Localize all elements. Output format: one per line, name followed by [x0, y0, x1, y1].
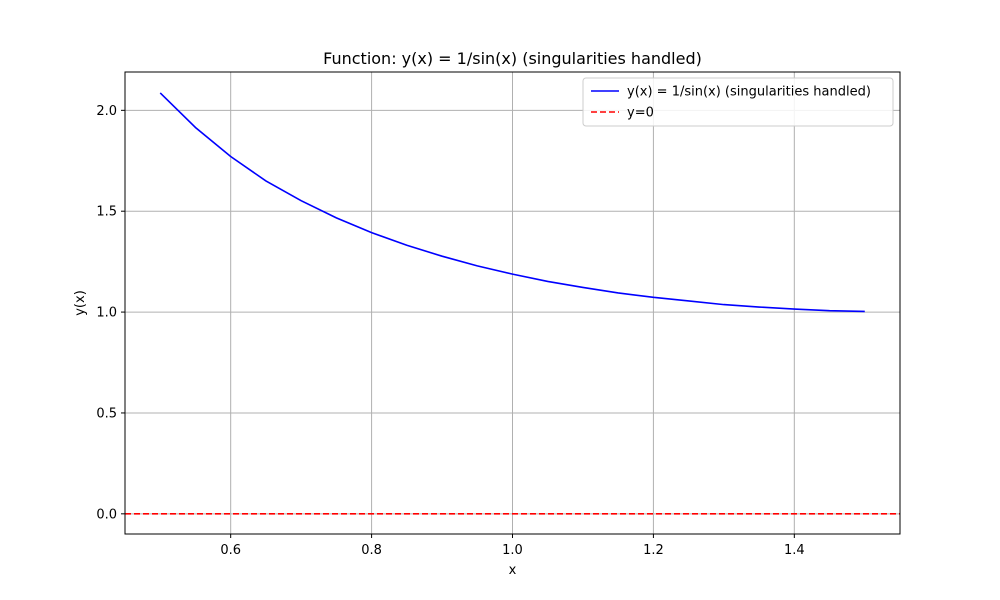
y-tick-label: 1.5: [96, 205, 117, 220]
y-tick-label: 0.5: [96, 406, 117, 421]
plot-area: [125, 92, 900, 515]
x-tick-label: 1.2: [643, 543, 664, 558]
y-axis-ticks: 0.0 0.5 1.0 1.5 2.0: [96, 104, 125, 522]
legend-label: y=0: [627, 106, 654, 121]
x-tick-label: 0.8: [361, 543, 382, 558]
x-tick-label: 1.4: [784, 543, 805, 558]
x-axis-ticks: 0.6 0.8 1.0 1.2 1.4: [220, 534, 805, 558]
x-tick-label: 1.0: [502, 543, 523, 558]
y-axis-label: y(x): [73, 290, 88, 316]
series-line-cosecant: [159, 92, 865, 313]
chart-title: Function: y(x) = 1/sin(x) (singularities…: [323, 49, 702, 68]
x-axis-label: x: [509, 563, 517, 578]
x-tick-label: 0.6: [220, 543, 241, 558]
y-tick-label: 0.0: [96, 507, 117, 522]
legend-box: [582, 77, 894, 127]
y-tick-label: 1.0: [96, 306, 117, 321]
y-tick-label: 2.0: [96, 104, 117, 119]
legend: y(x) = 1/sin(x) (singularities handled) y…: [582, 77, 894, 127]
legend-label: y(x) = 1/sin(x) (singularities handled): [627, 85, 871, 100]
